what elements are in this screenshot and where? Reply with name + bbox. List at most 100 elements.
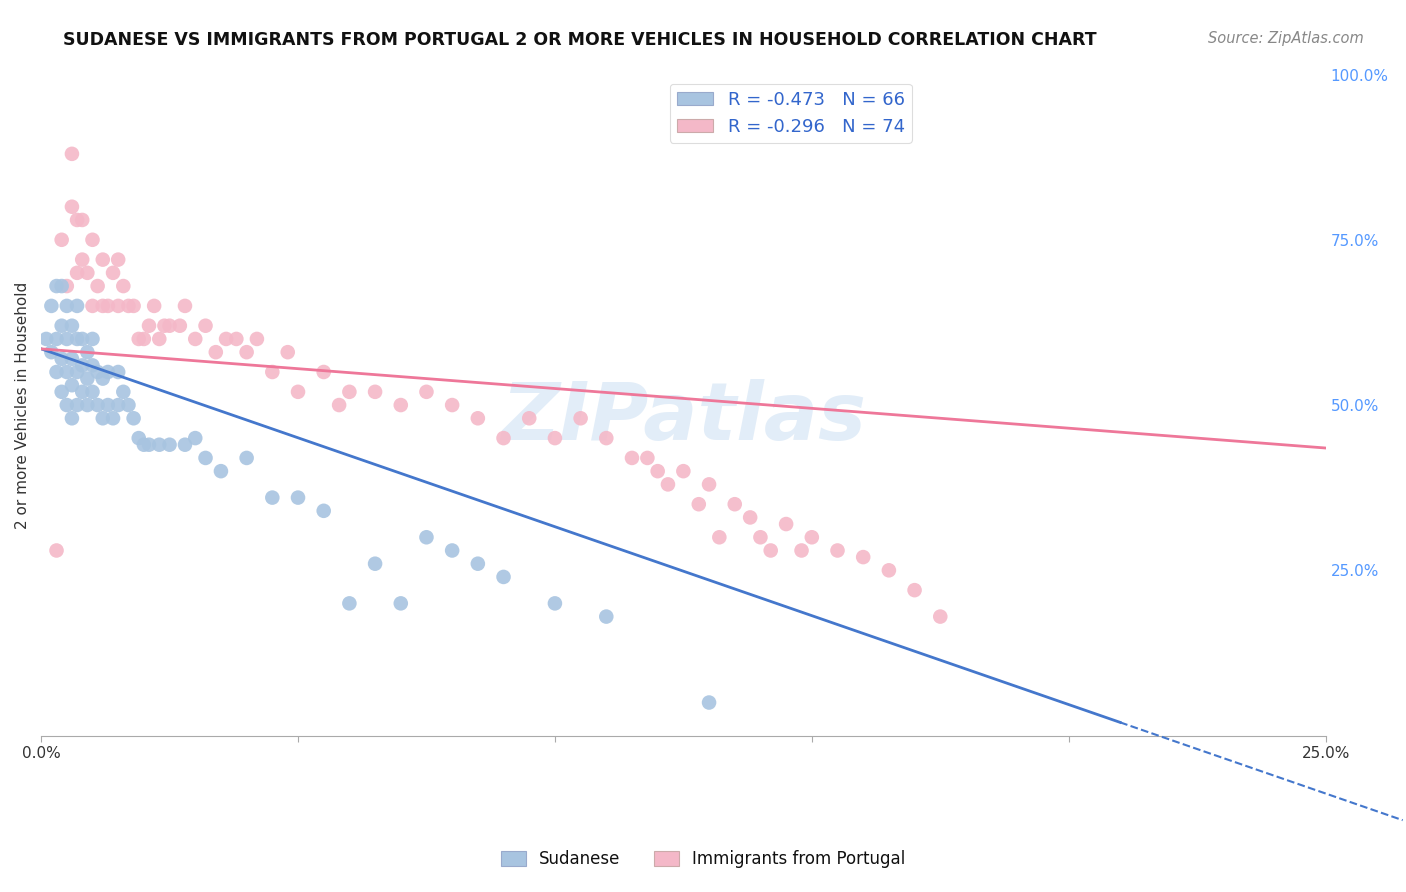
Point — [112, 384, 135, 399]
Point — [364, 557, 387, 571]
Point — [595, 609, 617, 624]
Point — [277, 345, 299, 359]
Point — [132, 332, 155, 346]
Point — [184, 332, 207, 346]
Point — [91, 411, 114, 425]
Point — [389, 596, 412, 610]
Y-axis label: 2 or more Vehicles in Household: 2 or more Vehicles in Household — [15, 281, 30, 529]
Point — [76, 371, 98, 385]
Point — [595, 431, 617, 445]
Point — [929, 609, 952, 624]
Point — [153, 318, 176, 333]
Point — [41, 299, 63, 313]
Point — [159, 318, 181, 333]
Point — [143, 299, 166, 313]
Point — [107, 299, 129, 313]
Text: Source: ZipAtlas.com: Source: ZipAtlas.com — [1208, 31, 1364, 46]
Point — [101, 266, 124, 280]
Point — [647, 464, 669, 478]
Point — [339, 384, 361, 399]
Point — [688, 497, 710, 511]
Legend: R = -0.473   N = 66, R = -0.296   N = 74: R = -0.473 N = 66, R = -0.296 N = 74 — [669, 84, 912, 143]
Point — [262, 491, 284, 505]
Point — [132, 438, 155, 452]
Point — [235, 345, 257, 359]
Point — [209, 464, 232, 478]
Point — [697, 696, 720, 710]
Point — [262, 365, 284, 379]
Point — [215, 332, 238, 346]
Point — [148, 438, 170, 452]
Point — [51, 351, 73, 366]
Point — [91, 252, 114, 267]
Point — [877, 563, 900, 577]
Point — [389, 398, 412, 412]
Point — [45, 365, 67, 379]
Point — [45, 279, 67, 293]
Point — [790, 543, 813, 558]
Point — [66, 299, 89, 313]
Point — [148, 332, 170, 346]
Point — [159, 438, 181, 452]
Point — [66, 266, 89, 280]
Point — [122, 299, 145, 313]
Point — [467, 411, 489, 425]
Point — [76, 398, 98, 412]
Point — [107, 365, 129, 379]
Point — [312, 504, 335, 518]
Point — [76, 345, 98, 359]
Point — [724, 497, 747, 511]
Point — [86, 279, 108, 293]
Point — [70, 332, 93, 346]
Point — [91, 299, 114, 313]
Point — [169, 318, 191, 333]
Point — [225, 332, 247, 346]
Legend: Sudanese, Immigrants from Portugal: Sudanese, Immigrants from Portugal — [494, 844, 912, 875]
Point — [364, 384, 387, 399]
Point — [636, 450, 658, 465]
Point — [97, 365, 120, 379]
Point — [107, 398, 129, 412]
Point — [204, 345, 226, 359]
Point — [45, 543, 67, 558]
Text: ZIPatlas: ZIPatlas — [501, 379, 866, 458]
Point — [492, 570, 515, 584]
Point — [517, 411, 540, 425]
Point — [51, 233, 73, 247]
Point — [697, 477, 720, 491]
Point — [117, 299, 139, 313]
Point — [903, 583, 925, 598]
Point — [97, 398, 120, 412]
Point — [82, 384, 104, 399]
Point — [82, 233, 104, 247]
Point — [70, 213, 93, 227]
Point — [827, 543, 849, 558]
Point — [56, 299, 79, 313]
Point — [709, 530, 731, 544]
Point — [174, 438, 197, 452]
Point — [235, 450, 257, 465]
Point — [60, 378, 83, 392]
Point — [60, 411, 83, 425]
Point — [492, 431, 515, 445]
Point — [138, 438, 160, 452]
Point — [441, 543, 464, 558]
Point — [852, 550, 875, 565]
Point — [174, 299, 197, 313]
Point — [328, 398, 350, 412]
Point — [41, 345, 63, 359]
Point — [194, 450, 217, 465]
Point — [91, 371, 114, 385]
Point — [82, 332, 104, 346]
Point — [56, 365, 79, 379]
Point — [415, 384, 437, 399]
Point — [128, 332, 150, 346]
Point — [60, 318, 83, 333]
Point — [70, 359, 93, 373]
Point — [138, 318, 160, 333]
Point — [246, 332, 269, 346]
Point — [86, 398, 108, 412]
Point — [117, 398, 139, 412]
Point — [51, 384, 73, 399]
Point — [66, 213, 89, 227]
